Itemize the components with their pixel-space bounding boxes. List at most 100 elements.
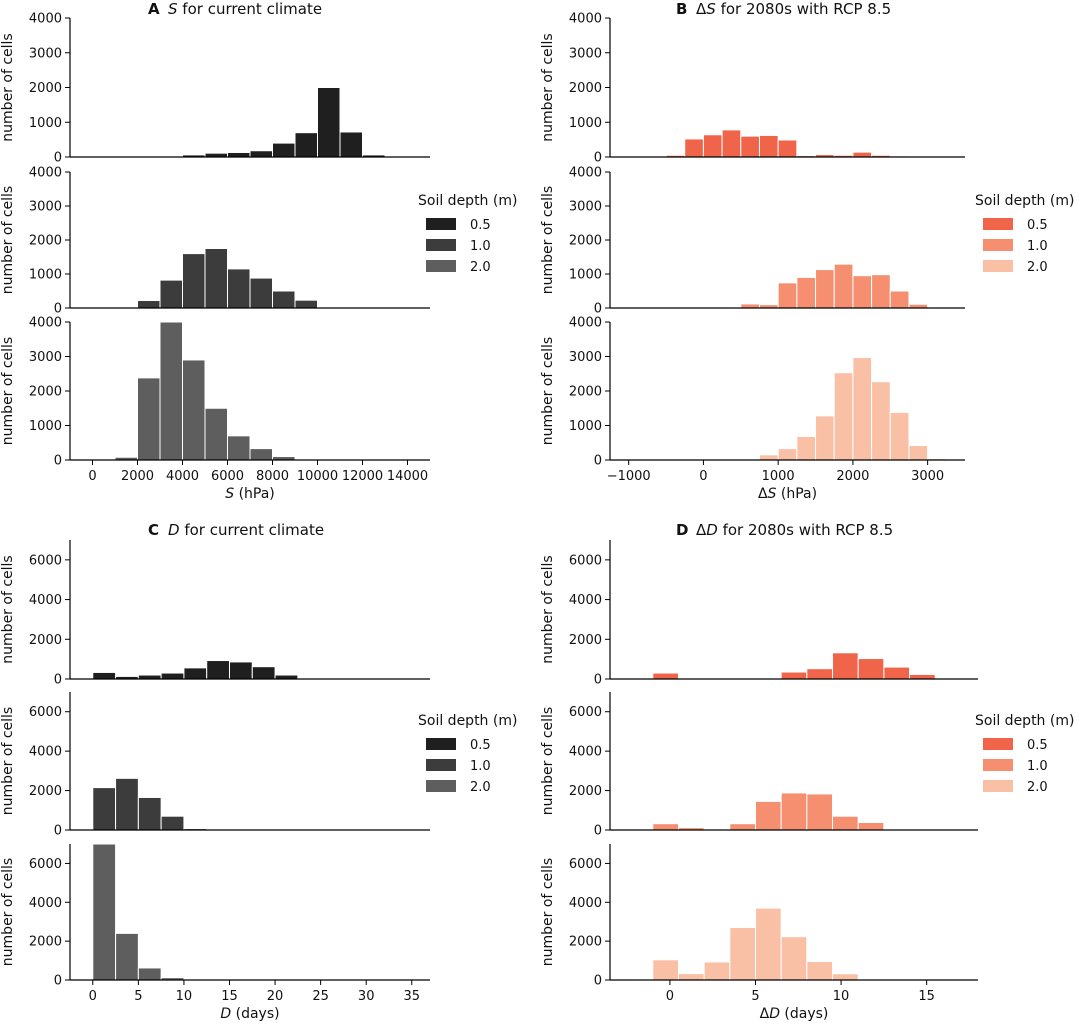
x-tick-label: 0 (89, 989, 97, 1004)
y-tick-label: 0 (594, 454, 602, 469)
y-axis-label: number of cells (0, 555, 16, 663)
bar (652, 959, 679, 981)
legend-swatch (983, 260, 1013, 272)
bar (815, 415, 835, 461)
y-tick-label: 6000 (569, 857, 602, 872)
legend-entry: 1.0 (1027, 759, 1048, 774)
legend-entry: 2.0 (1027, 780, 1048, 795)
bar (729, 927, 756, 981)
y-tick-label: 2000 (569, 784, 602, 799)
legend-swatch (426, 738, 456, 750)
legend-entry: 1.0 (470, 759, 491, 774)
y-tick-label: 1000 (29, 268, 62, 283)
bar (806, 793, 834, 831)
bar (206, 660, 230, 680)
bar (758, 454, 779, 461)
x-axis-label: D (days) (220, 1006, 279, 1022)
legend-swatch (426, 780, 456, 792)
legend-swatch (426, 759, 456, 771)
y-tick-label: 1000 (569, 268, 602, 283)
bar (777, 282, 798, 309)
x-tick-label: 0 (666, 989, 674, 1004)
y-tick-label: 0 (54, 151, 62, 166)
bar (815, 269, 835, 309)
bar (652, 823, 679, 831)
bar (758, 134, 779, 158)
bar (889, 411, 910, 461)
legend-entry: 1.0 (470, 239, 491, 254)
y-tick-label: 0 (54, 974, 62, 989)
y-axis-label: number of cells (0, 33, 16, 141)
y-tick-label: 2000 (29, 234, 62, 249)
bar (796, 276, 817, 309)
subplot-C-1.0: 0 2000 4000 6000 number of cells (0, 692, 430, 839)
y-tick-label: 4000 (29, 12, 62, 27)
bar (137, 377, 161, 461)
y-tick-label: 1000 (29, 419, 62, 434)
x-tick-label: 14000 (387, 469, 428, 484)
bar (832, 652, 859, 680)
legend-swatch (426, 260, 456, 272)
x-axis-label: S (hPa) (225, 486, 275, 502)
y-tick-label: 2000 (569, 633, 602, 648)
legend: Soil depth (m) 0.5 1.0 2.0 (975, 193, 1074, 275)
y-tick-label: 4000 (29, 896, 62, 911)
bar (115, 777, 139, 831)
bar (204, 248, 228, 309)
legend-swatch (426, 239, 456, 251)
y-tick-label: 3000 (569, 200, 602, 215)
panel-title: ΔS for 2080s with RCP 8.5 (696, 0, 891, 18)
y-tick-label: 4000 (29, 593, 62, 608)
bar (115, 932, 139, 981)
y-tick-label: 4000 (29, 316, 62, 331)
x-tick-label: 0 (88, 469, 96, 484)
bar (159, 279, 183, 309)
y-tick-label: 1000 (569, 419, 602, 434)
bar (832, 815, 859, 831)
y-tick-label: 4000 (569, 593, 602, 608)
bar (137, 967, 162, 981)
x-tick-label: 10 (833, 989, 850, 1004)
y-axis-label: number of cells (540, 707, 556, 815)
bar (227, 435, 251, 461)
legend-entry: 0.5 (470, 738, 491, 753)
y-axis-label: number of cells (540, 337, 556, 445)
y-tick-label: 2000 (29, 633, 62, 648)
legend-entry: 1.0 (1027, 239, 1048, 254)
y-tick-label: 2000 (29, 784, 62, 799)
legend-entry: 0.5 (1027, 738, 1048, 753)
bar (729, 823, 756, 831)
panel-label: A (148, 0, 160, 18)
bar (857, 822, 885, 831)
y-axis-label: number of cells (0, 337, 16, 445)
bar (92, 787, 117, 831)
bar (721, 129, 742, 158)
y-tick-label: 0 (594, 974, 602, 989)
y-tick-label: 0 (54, 454, 62, 469)
x-tick-label: 20 (267, 989, 284, 1004)
subplot-D-2.0: 0 2000 4000 6000 number of cells 0 5 10 15 ΔD (da… (540, 844, 978, 1022)
subplot-A-1.0: 0 1000 2000 3000 4000 number of cells (0, 166, 430, 317)
subplot-C-0.5: 0 2000 4000 6000 number of cells (0, 540, 430, 688)
y-tick-label: 0 (594, 673, 602, 688)
bar (249, 150, 273, 158)
panel-D: D ΔD for 2080s with RCP 8.5 0 2000 4000 6000 n… (540, 521, 1074, 1022)
legend: Soil depth (m) 0.5 1.0 2.0 (418, 713, 517, 795)
y-tick-label: 3000 (29, 200, 62, 215)
bar (317, 87, 341, 158)
y-tick-label: 2000 (569, 234, 602, 249)
y-axis-label: number of cells (540, 555, 556, 663)
subplot-A-2.0: 0 1000 2000 3000 4000 number of cells 0 2000 400… (0, 316, 430, 502)
x-tick-label: 0 (699, 469, 707, 484)
bar (702, 134, 723, 158)
bar (754, 800, 782, 831)
bar (92, 671, 117, 680)
x-tick-label: 2000 (836, 469, 869, 484)
subplot-C-2.0: 0 2000 4000 6000 number of cells 0 5 10 15 20 25 30… (0, 843, 430, 1022)
bar (159, 321, 183, 461)
bar (780, 671, 808, 680)
bar (294, 132, 318, 158)
legend-swatch (983, 218, 1013, 230)
x-tick-label: 2000 (121, 469, 154, 484)
